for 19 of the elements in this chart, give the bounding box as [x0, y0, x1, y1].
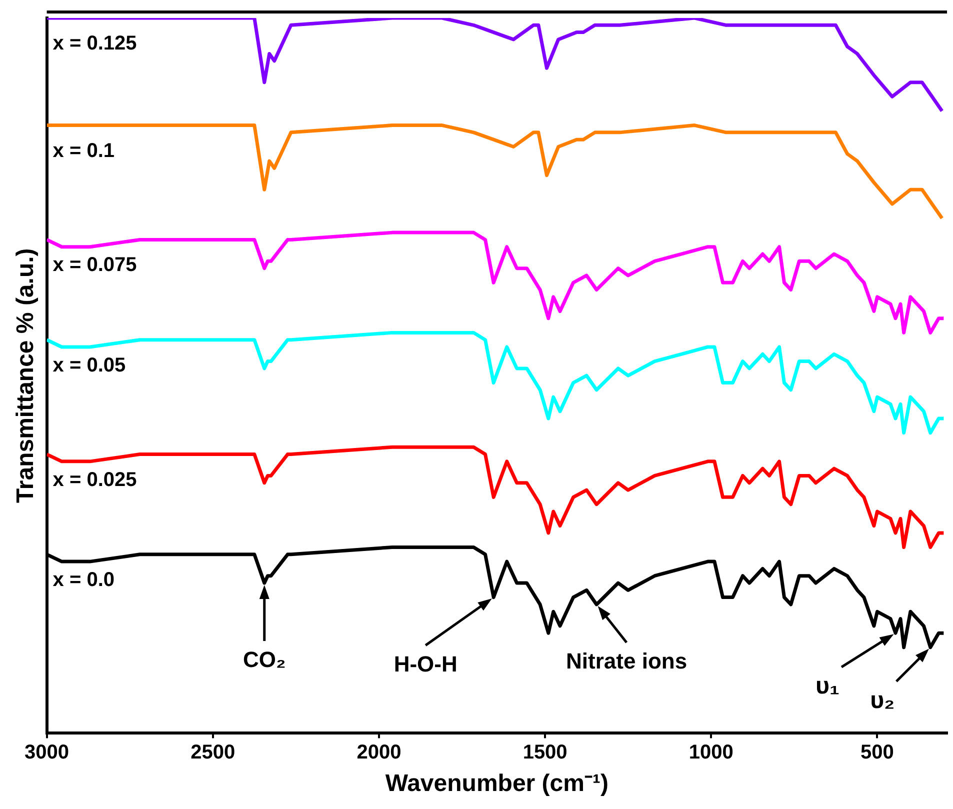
annotation: υ₁ [816, 672, 840, 700]
x-tick-label: 3000 [24, 742, 70, 764]
series-label: x = 0.025 [52, 468, 137, 491]
x-tick-label: 1000 [688, 742, 734, 764]
y-axis-title: Transmittance % (a.u.) [12, 248, 40, 503]
x-tick-label: 2500 [190, 742, 236, 764]
series-label: x = 0.05 [52, 354, 126, 376]
series-label: x = 0.125 [52, 32, 137, 55]
x-tick-label: 500 [860, 742, 894, 764]
series-label: x = 0.075 [52, 254, 137, 276]
annotation: υ₂ [870, 687, 895, 714]
x-axis-title: Wavenumber (cm⁻¹) [385, 770, 608, 798]
annotation: CO₂ [242, 647, 286, 672]
annotation: H-O-H [394, 651, 458, 676]
series-label: x = 0.1 [52, 140, 115, 162]
series-label: x = 0.0 [52, 568, 115, 591]
x-tick-label: 1500 [522, 742, 568, 764]
annotation: Nitrate ions [566, 648, 688, 674]
x-tick-label: 2000 [356, 742, 402, 764]
